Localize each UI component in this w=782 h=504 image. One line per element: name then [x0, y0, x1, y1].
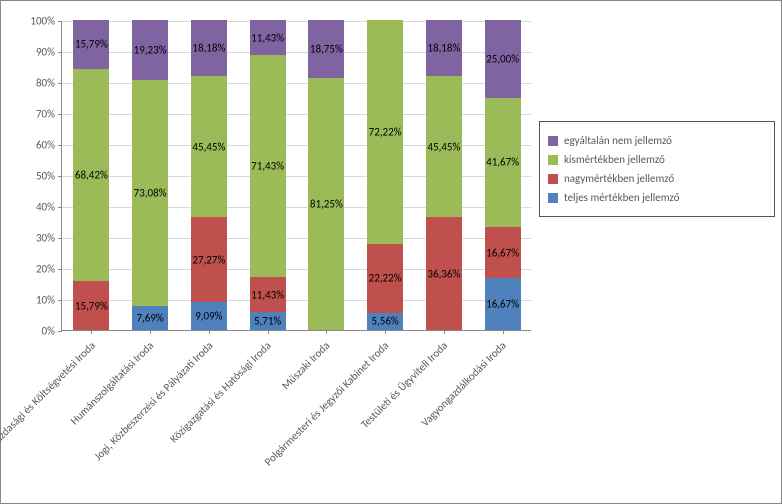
- legend-swatch: [548, 193, 558, 203]
- y-tick-mark: [58, 207, 62, 208]
- bar: 7,69% 73,08% 19,23%: [132, 20, 168, 330]
- data-label: 9,09%: [195, 309, 222, 322]
- x-axis-labels: Gazdasági és Költségvetési IrodaHumánszo…: [61, 333, 531, 493]
- data-label: 11,43%: [251, 31, 284, 44]
- data-label: 22,22%: [369, 272, 402, 285]
- data-label: 72,22%: [369, 125, 402, 138]
- y-tick-mark: [58, 52, 62, 53]
- legend-swatch: [548, 155, 558, 165]
- y-tick-label: 30%: [1, 232, 55, 245]
- data-label: 45,45%: [192, 140, 225, 153]
- legend: egyáltalán nem jellemző kismértékben jell…: [539, 121, 775, 217]
- bar: 36,36% 45,45% 18,18%: [426, 20, 462, 330]
- y-tick-label: 20%: [1, 263, 55, 276]
- y-tick-mark: [58, 83, 62, 84]
- legend-label: kismértékben jellemző: [564, 153, 665, 166]
- data-label: 18,75%: [310, 43, 343, 56]
- bar: 5,71% 11,43% 71,43% 11,43%: [250, 20, 286, 330]
- y-tick-label: 10%: [1, 294, 55, 307]
- data-label: 68,42%: [75, 169, 108, 182]
- y-tick-label: 80%: [1, 77, 55, 90]
- y-tick-label: 50%: [1, 170, 55, 183]
- y-tick-mark: [58, 114, 62, 115]
- data-label: 18,18%: [192, 42, 225, 55]
- x-category-label: Gazdasági és Költségvetési Iroda: [0, 339, 98, 450]
- y-tick-label: 60%: [1, 139, 55, 152]
- y-tick-label: 100%: [1, 15, 55, 28]
- data-label: 27,27%: [192, 253, 225, 266]
- legend-item: egyáltalán nem jellemző: [548, 134, 766, 147]
- data-label: 16,67%: [486, 298, 519, 311]
- x-category-label: Műszaki Iroda: [279, 339, 332, 392]
- data-label: 5,71%: [254, 315, 281, 328]
- data-label: 19,23%: [134, 43, 167, 56]
- x-category-label: Jogi, Közbeszerzési és Pályázati Iroda: [91, 339, 215, 463]
- y-tick-mark: [58, 176, 62, 177]
- data-label: 41,67%: [486, 156, 519, 169]
- y-tick-mark: [58, 145, 62, 146]
- data-label: 36,36%: [427, 267, 460, 280]
- bar: 15,79% 68,42% 15,79%: [73, 20, 109, 330]
- data-label: 45,45%: [427, 140, 460, 153]
- bar: 9,09% 27,27% 45,45% 18,18%: [191, 20, 227, 330]
- bar: 81,25% 18,75%: [308, 20, 344, 330]
- data-label: 7,69%: [136, 312, 163, 325]
- data-label: 15,79%: [75, 38, 108, 51]
- chart-container: 15,79% 68,42% 15,79% 7,69% 73,08% 19,23% 9,09%…: [0, 0, 782, 504]
- y-tick-label: 40%: [1, 201, 55, 214]
- y-tick-mark: [58, 331, 62, 332]
- legend-label: nagymértékben jellemző: [564, 172, 674, 185]
- legend-item: kismértékben jellemző: [548, 153, 766, 166]
- data-label: 81,25%: [310, 198, 343, 211]
- data-label: 11,43%: [251, 288, 284, 301]
- data-label: 25,00%: [486, 52, 519, 65]
- y-tick-mark: [58, 21, 62, 22]
- bar: 5,56% 22,22% 72,22%: [367, 20, 403, 330]
- y-tick-mark: [58, 300, 62, 301]
- data-label: 15,79%: [75, 299, 108, 312]
- y-tick-mark: [58, 269, 62, 270]
- bar: 16,67% 16,67% 41,67% 25,00%: [485, 20, 521, 330]
- legend-item: nagymértékben jellemző: [548, 172, 766, 185]
- y-tick-label: 0%: [1, 325, 55, 338]
- data-label: 71,43%: [251, 160, 284, 173]
- y-tick-label: 70%: [1, 108, 55, 121]
- x-category-label: Közigazgatási és Hatósági Iroda: [167, 339, 273, 445]
- plot-area: 15,79% 68,42% 15,79% 7,69% 73,08% 19,23% 9,09%…: [61, 21, 531, 331]
- data-label: 5,56%: [371, 315, 398, 328]
- data-label: 16,67%: [486, 246, 519, 259]
- x-category-label: Polgármesteri és Jegyzői Kabinet Iroda: [262, 339, 392, 469]
- data-label: 18,18%: [427, 42, 460, 55]
- y-tick-label: 90%: [1, 46, 55, 59]
- legend-swatch: [548, 174, 558, 184]
- legend-label: egyáltalán nem jellemző: [564, 134, 672, 147]
- legend-label: teljes mértékben jellemző: [564, 191, 679, 204]
- data-label: 73,08%: [134, 186, 167, 199]
- legend-item: teljes mértékben jellemző: [548, 191, 766, 204]
- y-tick-mark: [58, 238, 62, 239]
- legend-swatch: [548, 136, 558, 146]
